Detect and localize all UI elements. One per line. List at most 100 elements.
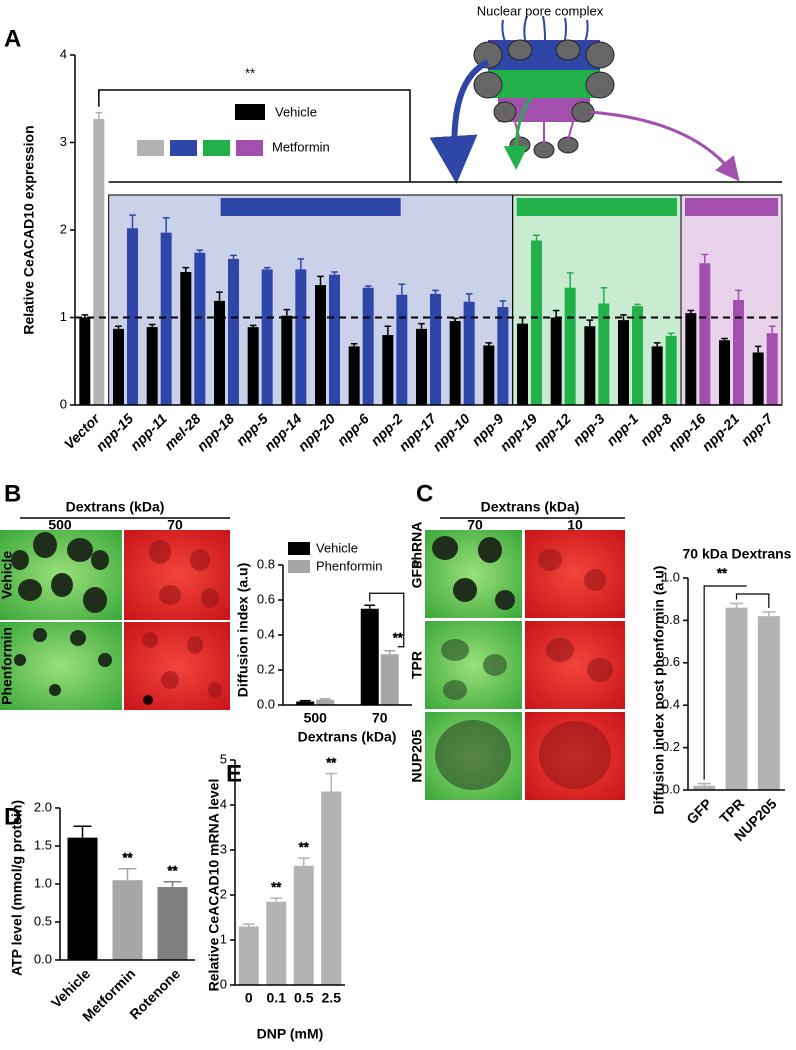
bar [146, 327, 158, 405]
image-header: Dextrans (kDa) [66, 499, 165, 515]
x-tick-label: 500 [304, 710, 328, 726]
column-label: 70 [167, 517, 183, 533]
bar [719, 340, 730, 405]
x-tick-label: npp-3 [569, 410, 607, 448]
bar [725, 607, 748, 790]
y-tick-label: 0.4 [662, 697, 680, 712]
annotation: ** [122, 850, 132, 865]
y-tick-label: 0.6 [662, 654, 680, 669]
y-tick-label: 1.0 [34, 875, 52, 890]
legend-swatch [288, 560, 310, 573]
annotation: ** [326, 755, 336, 770]
x-tick-label: npp-15 [92, 410, 136, 454]
bar [685, 313, 697, 405]
bar [651, 346, 663, 405]
y-axis-label: ATP level (mmol/g protein) [9, 800, 25, 976]
row-label: Phenformin [0, 627, 15, 705]
bar [360, 608, 379, 705]
micrographs-c [425, 530, 625, 800]
legend-swatch [170, 140, 197, 156]
panel-label: A [4, 25, 21, 52]
x-tick-label: npp-1 [603, 410, 641, 448]
bar [113, 328, 124, 405]
group-header [516, 198, 677, 216]
bar [564, 287, 576, 405]
y-tick-label: 2 [220, 886, 227, 901]
x-axis-label: DNP (mM) [257, 1026, 324, 1042]
x-tick-label: npp-7 [738, 410, 777, 449]
y-tick-label: 4 [220, 796, 227, 811]
x-tick-label: 0.5 [294, 990, 314, 1006]
legend-swatch [235, 104, 265, 120]
image-header: Dextrans (kDa) [481, 499, 580, 515]
x-tick-label: npp-12 [530, 410, 574, 454]
bar [238, 926, 259, 985]
bar [449, 321, 461, 405]
x-tick-label: 0.1 [267, 990, 287, 1006]
bar [733, 300, 744, 405]
y-tick-label: 2.0 [34, 799, 52, 814]
column-label: 10 [567, 517, 583, 533]
y-tick-label: 0 [60, 396, 67, 411]
bar [266, 901, 287, 985]
bar [315, 285, 326, 405]
legend-swatch [203, 140, 230, 156]
bar [180, 272, 192, 405]
y-tick-label: 0.8 [257, 556, 275, 571]
bar [380, 654, 399, 705]
bar [321, 791, 342, 985]
x-tick-label: npp-11 [127, 410, 170, 453]
row-label: NUP205 [409, 729, 425, 782]
legend-label: Vehicle [316, 540, 358, 555]
annotation: ** [717, 565, 727, 580]
group-header [685, 198, 778, 216]
bar [665, 335, 677, 405]
bar [194, 252, 206, 405]
annotation: ** [299, 840, 309, 855]
y-tick-label: 0.6 [257, 591, 275, 606]
bar [214, 300, 225, 405]
panel-label: C [416, 480, 433, 507]
bar [766, 333, 778, 405]
legend-label: Metformin [272, 139, 330, 154]
group-region [680, 194, 783, 406]
y-tick-label: 0.8 [662, 612, 680, 627]
corner-label: shRNA [409, 522, 425, 569]
bar [295, 269, 307, 405]
column-label: 70 [467, 517, 483, 533]
annotation: ** [393, 630, 403, 645]
bar [618, 320, 629, 405]
annotation: ** [167, 863, 177, 878]
bar [329, 274, 340, 405]
bar [382, 335, 394, 405]
bar [757, 616, 780, 790]
x-tick-label: 70 [372, 710, 388, 726]
bar [752, 352, 764, 405]
bar [93, 118, 105, 405]
panel-label: B [4, 480, 21, 507]
row-label: GFP [409, 560, 425, 589]
bar [281, 315, 293, 405]
y-tick-label: 5 [220, 751, 227, 766]
significance-bracket [703, 585, 770, 780]
x-tick-label: npp-21 [698, 410, 742, 454]
bar [598, 303, 610, 405]
y-tick-label: 0.4 [257, 626, 275, 641]
y-tick-label: 0 [220, 976, 227, 991]
y-tick-label: 0.2 [662, 739, 680, 754]
bar [632, 306, 643, 405]
bar [416, 328, 427, 405]
bar [67, 837, 98, 960]
annotation: ** [245, 65, 255, 80]
bar [247, 327, 259, 405]
bar [517, 323, 528, 405]
y-tick-label: 4 [60, 46, 67, 61]
y-axis-label: Diffusion index (a.u) [235, 563, 251, 698]
y-tick-label: 3 [60, 134, 67, 149]
y-tick-label: 1 [220, 931, 227, 946]
bar [112, 880, 143, 960]
y-tick-label: 1 [60, 309, 67, 324]
x-tick-label: npp-18 [193, 410, 237, 454]
significance-bracket [369, 592, 405, 648]
